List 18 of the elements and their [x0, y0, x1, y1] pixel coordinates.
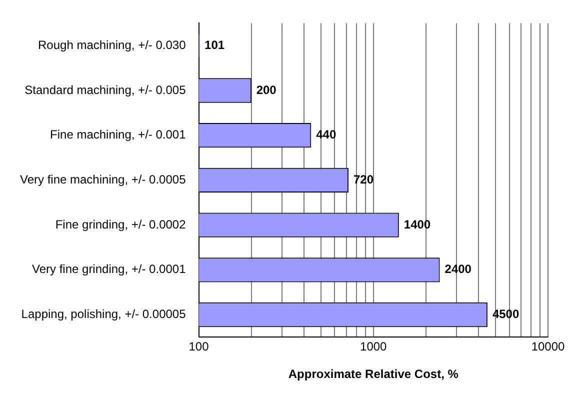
x-tick-label: 100 [188, 340, 210, 354]
x-tick-label: 1000 [360, 340, 388, 354]
y-tick-label: Very fine machining, +/- 0.0005 [20, 172, 186, 187]
y-tick-label: Fine machining, +/- 0.001 [50, 128, 186, 142]
x-axis-title: Approximate Relative Cost, % [288, 367, 459, 382]
y-tick-label: Lapping, polishing, +/- 0.00005 [21, 307, 186, 322]
data-label: 1400 [404, 217, 431, 232]
y-tick-label: Very fine grinding, +/- 0.0001 [32, 262, 186, 276]
data-label: 2400 [444, 262, 472, 276]
y-tick-label: Fine grinding, +/- 0.0002 [55, 217, 186, 232]
data-label: 720 [353, 172, 374, 187]
y-tick-label: Standard machining, +/- 0.005 [24, 82, 186, 97]
data-label: 440 [316, 128, 336, 142]
y-tick-label: Rough machining, +/- 0.030 [38, 38, 186, 52]
x-tick-label: 10000 [531, 340, 566, 354]
data-label: 200 [256, 82, 277, 97]
data-label: 101 [204, 38, 225, 52]
data-label: 4500 [492, 307, 520, 322]
